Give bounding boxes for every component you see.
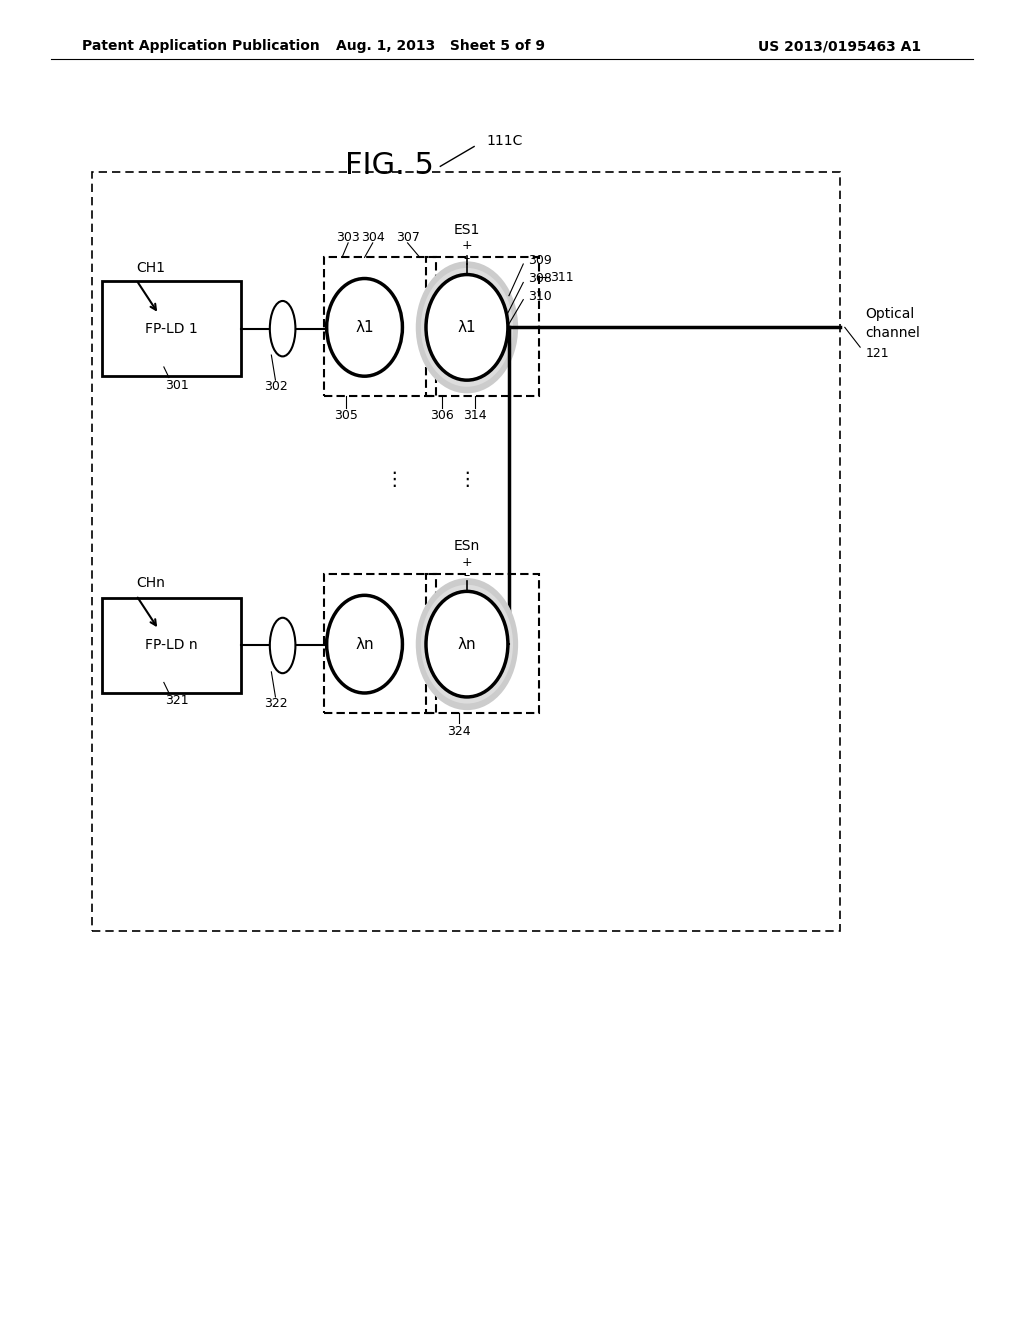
Bar [426, 574, 539, 713]
Text: ⋮: ⋮ [384, 470, 404, 488]
Text: 301: 301 [165, 379, 189, 392]
Circle shape [416, 261, 518, 393]
Text: 308: 308 [528, 272, 552, 285]
Text: 302: 302 [263, 380, 288, 393]
Text: λ1: λ1 [355, 319, 374, 335]
Text: 314: 314 [463, 409, 487, 422]
Text: 321: 321 [165, 694, 189, 708]
Text: 322: 322 [263, 697, 288, 710]
Text: 303: 303 [336, 231, 360, 244]
Circle shape [421, 585, 513, 704]
Circle shape [327, 279, 402, 376]
Circle shape [421, 268, 513, 387]
Text: λ1: λ1 [458, 319, 476, 335]
Text: ⋮: ⋮ [457, 470, 477, 488]
Text: 311: 311 [550, 271, 573, 284]
Bar [92, 172, 840, 931]
Text: –: – [464, 252, 470, 265]
Text: 309: 309 [528, 253, 552, 267]
Text: +: + [462, 239, 472, 252]
Text: λn: λn [458, 636, 476, 652]
Text: 310: 310 [528, 290, 552, 304]
Text: ESn: ESn [454, 540, 480, 553]
Text: 307: 307 [395, 231, 420, 244]
Text: 324: 324 [446, 725, 471, 738]
Bar [102, 598, 241, 693]
Text: –: – [464, 569, 470, 582]
Text: FP-LD 1: FP-LD 1 [145, 322, 198, 335]
Text: 306: 306 [430, 409, 455, 422]
Text: Optical: Optical [865, 308, 914, 321]
Text: λn: λn [355, 636, 374, 652]
Text: channel: channel [865, 326, 921, 339]
Circle shape [327, 595, 402, 693]
Text: 121: 121 [865, 347, 889, 360]
Text: CH1: CH1 [136, 261, 165, 275]
Text: FP-LD n: FP-LD n [145, 639, 198, 652]
Text: 111C: 111C [486, 135, 523, 148]
Text: 305: 305 [334, 409, 358, 422]
Text: Aug. 1, 2013   Sheet 5 of 9: Aug. 1, 2013 Sheet 5 of 9 [336, 40, 545, 53]
Text: 304: 304 [360, 231, 385, 244]
Ellipse shape [270, 301, 296, 356]
Circle shape [426, 591, 508, 697]
Bar [324, 574, 436, 713]
Circle shape [416, 578, 518, 710]
Bar [102, 281, 241, 376]
Bar [324, 257, 436, 396]
Text: US 2013/0195463 A1: US 2013/0195463 A1 [758, 40, 922, 53]
Bar [426, 257, 539, 396]
Text: ES1: ES1 [454, 223, 480, 236]
Ellipse shape [270, 618, 296, 673]
Text: FIG. 5: FIG. 5 [345, 150, 433, 180]
Text: Patent Application Publication: Patent Application Publication [82, 40, 319, 53]
Circle shape [426, 275, 508, 380]
Text: CHn: CHn [136, 577, 165, 590]
Text: +: + [462, 556, 472, 569]
